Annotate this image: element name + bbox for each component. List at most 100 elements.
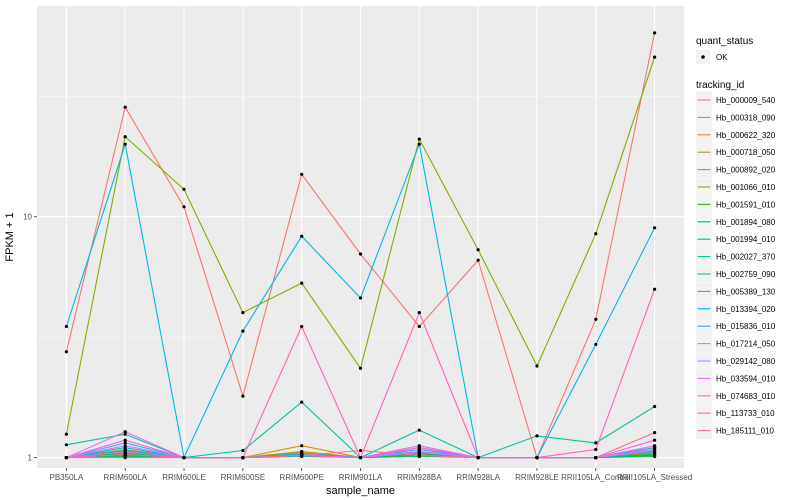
legend-series-label: Hb_002027_370 [716, 253, 776, 262]
legend-series-label: Hb_000318_090 [716, 113, 776, 122]
data-point [123, 105, 127, 109]
legend-series-label: Hb_033594_010 [716, 374, 776, 383]
data-point [64, 350, 68, 354]
data-point [241, 329, 245, 333]
legend-series-label: Hb_000622_320 [716, 131, 776, 140]
data-point [594, 447, 598, 452]
x-tick-label: RRIM600SE [221, 473, 265, 482]
data-point [123, 432, 127, 436]
data-point [594, 232, 598, 236]
data-point [358, 252, 363, 256]
x-tick-label: RRIM600LE [162, 473, 206, 482]
data-point [123, 444, 127, 448]
data-point [182, 456, 186, 460]
data-point [653, 431, 657, 435]
legend-series-label: Hb_002759_090 [716, 270, 776, 279]
data-point [417, 428, 421, 432]
data-point [123, 142, 127, 146]
data-point [594, 317, 598, 321]
data-point [64, 456, 68, 460]
data-point [653, 447, 657, 452]
data-point [594, 441, 598, 445]
x-tick-label: RRIM901LA [339, 473, 383, 482]
data-point [358, 296, 363, 300]
y-tick-label: 1 [28, 454, 33, 463]
legend-series-label: Hb_000892_020 [716, 166, 776, 175]
data-point [123, 456, 127, 460]
data-point [123, 438, 127, 442]
data-point [300, 400, 304, 404]
legend-series-label: Hb_074683_010 [716, 392, 776, 401]
legend-tracking-title: tracking_id [696, 80, 744, 91]
data-point [653, 31, 657, 35]
data-point [653, 438, 657, 442]
data-point [241, 456, 245, 460]
data-point [300, 444, 304, 448]
x-tick-label: RRIM600LA [103, 473, 147, 482]
x-tick-label: RRIM600PE [279, 473, 323, 482]
data-point [300, 172, 304, 176]
legend-series-label: Hb_113733_010 [716, 409, 775, 418]
data-point [535, 456, 539, 460]
x-tick-label: RRIM928LE [515, 473, 559, 482]
legend-quant-status: quant_status OK [696, 36, 753, 64]
data-point [358, 448, 363, 453]
data-point [653, 55, 657, 59]
data-point [300, 234, 304, 238]
data-point [417, 449, 421, 454]
data-point [417, 142, 421, 146]
data-point [653, 444, 657, 448]
y-axis: 1 10 [23, 213, 37, 463]
legend-series-label: Hb_000718_050 [716, 148, 776, 157]
legend-quant-label: OK [716, 53, 728, 62]
legend-series-label: Hb_000009_540 [716, 96, 776, 105]
legend-quant-title: quant_status [696, 36, 753, 47]
x-tick-label: RRIM928BA [397, 473, 442, 482]
data-point [64, 324, 68, 329]
legend-series-label: Hb_001994_010 [716, 235, 776, 244]
data-point [653, 404, 657, 409]
data-point [123, 449, 127, 454]
legend-series-label: Hb_013394_020 [716, 305, 776, 314]
data-point [123, 452, 127, 457]
data-point [653, 226, 657, 230]
legend-series-label: Hb_017214_050 [716, 340, 776, 349]
data-point [64, 443, 68, 447]
data-point [241, 394, 245, 398]
data-point [476, 248, 480, 252]
data-point [300, 324, 304, 329]
x-axis: PB350LA RRIM600LA RRIM600LE RRIM600SE RRIM60… [50, 468, 692, 482]
data-point [64, 432, 68, 436]
data-point [241, 311, 245, 315]
x-axis-title: sample_name [326, 485, 395, 497]
data-point [535, 364, 539, 368]
legend-series-label: Hb_185111_010 [716, 427, 775, 436]
y-axis-title: FPKM + 1 [4, 212, 16, 261]
legend-series-label: Hb_001591_010 [716, 200, 776, 209]
data-point [182, 187, 186, 191]
series-points [64, 31, 657, 460]
data-point [300, 453, 304, 458]
legend-series-label: Hb_001066_010 [716, 183, 776, 192]
data-point [417, 453, 421, 458]
data-point [594, 342, 598, 346]
data-point [417, 446, 421, 450]
data-point [476, 456, 480, 460]
legend-series-label: Hb_015836_010 [716, 322, 776, 331]
legend-tracking-id: tracking_id Hb_000009_540 Hb_000318_090 Hb… [696, 80, 776, 440]
data-point [417, 311, 421, 315]
data-point [653, 287, 657, 291]
legend-point-key [701, 55, 705, 59]
data-point [358, 456, 363, 460]
x-tick-label: RRII105LA_Control [561, 473, 631, 482]
data-point [594, 456, 598, 460]
data-point [241, 448, 245, 453]
y-tick-label: 10 [23, 213, 32, 222]
x-tick-label: PB350LA [50, 473, 84, 482]
data-point [300, 281, 304, 285]
legend-series-label: Hb_029142_080 [716, 357, 776, 366]
data-point [123, 430, 127, 434]
data-point [417, 137, 421, 141]
legend-series-label: Hb_001894_080 [716, 218, 776, 227]
